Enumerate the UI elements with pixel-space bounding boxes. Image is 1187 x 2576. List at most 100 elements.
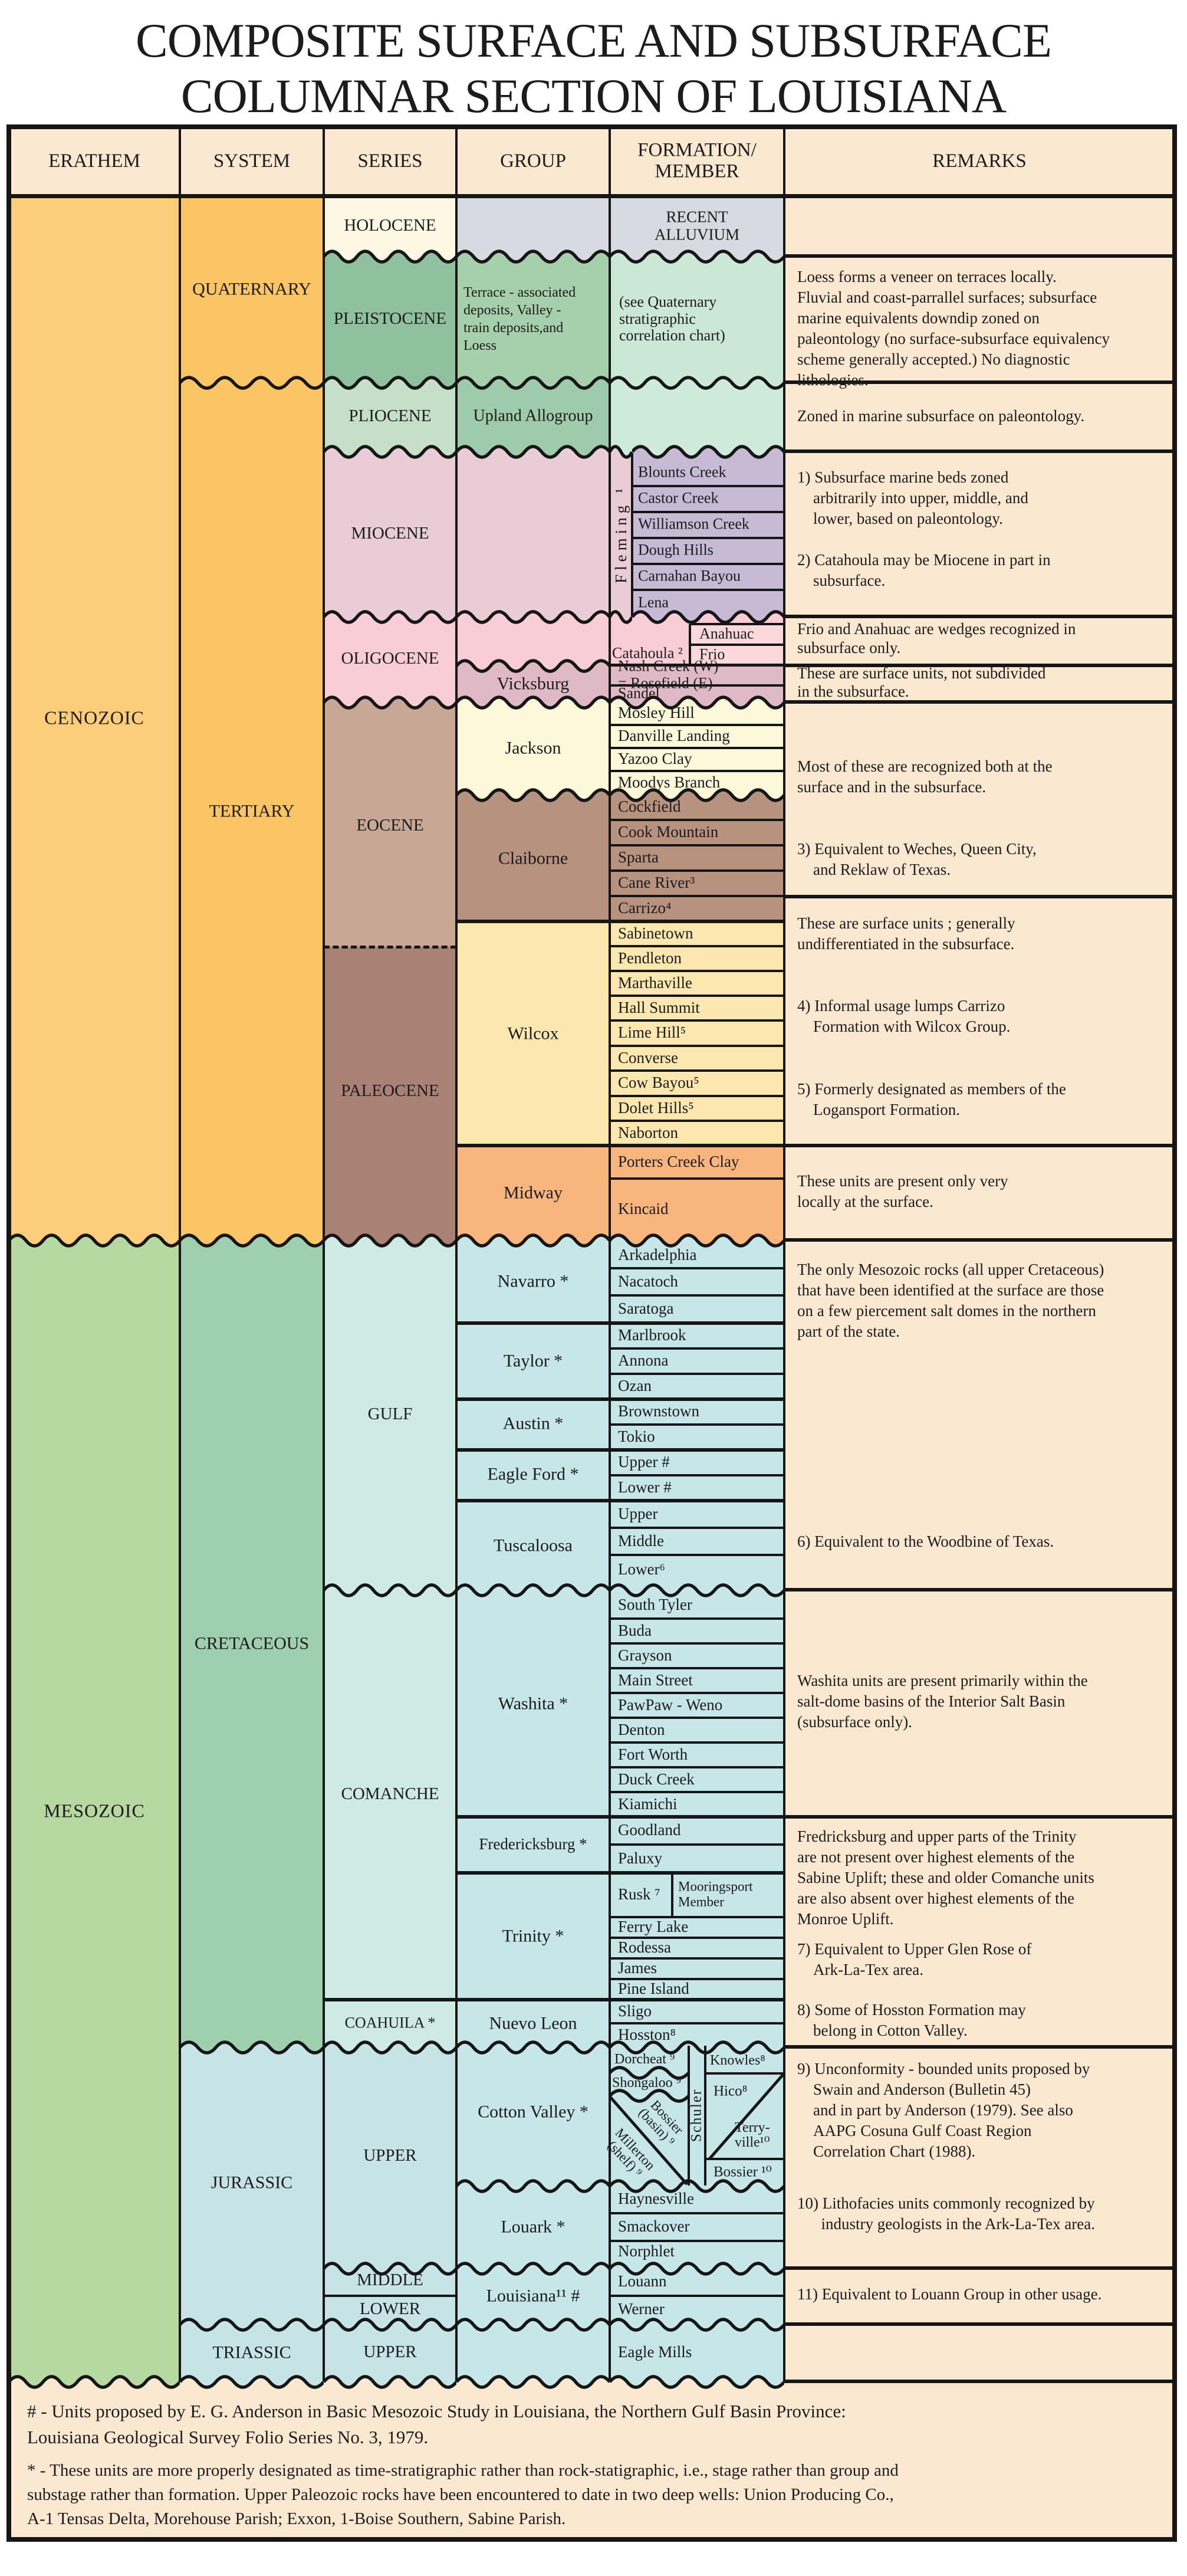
- grid-line: [456, 694, 610, 711]
- grid-line: [610, 747, 784, 749]
- fm-carrizo: Carrizo⁴: [618, 899, 672, 917]
- grid-line: [324, 609, 456, 625]
- grid-line: [632, 609, 784, 625]
- remark-note6: 6) Equivalent to the Woodbine of Texas.: [797, 1533, 1054, 1550]
- cell-fm-pleistocene: [610, 256, 784, 382]
- fm-kincaid: Kincaid: [618, 1200, 669, 1218]
- fm-quaternary-note: (see Quaternary stratigraphic correlatio…: [619, 293, 725, 344]
- fm-main-street: Main Street: [618, 1671, 693, 1689]
- remark-note11: 11) Equivalent to Louann Group in other …: [797, 2285, 1102, 2303]
- fm-rusk: Rusk ⁷: [618, 1885, 660, 1904]
- group-taylor: Taylor *: [503, 1351, 563, 1371]
- fm-yazoo-clay: Yazoo Clay: [618, 750, 692, 768]
- grid-line: [610, 2212, 784, 2214]
- grid-line: [324, 444, 456, 460]
- grid-line: [610, 770, 784, 772]
- fm-fleming-strip-label: Fleming ¹: [612, 484, 630, 583]
- fm-lena: Lena: [638, 593, 669, 611]
- remark-note9: 9) Unconformity - bounded units proposed…: [797, 2060, 1090, 2161]
- fm-mosley-hill: Mosley Hill: [618, 704, 695, 722]
- grid-line: [690, 623, 784, 625]
- remark-note10: 10) Lithofacies units commonly recognize…: [797, 2194, 1095, 2233]
- fm-eagle-mills: Eagle Mills: [618, 2343, 692, 2361]
- grid-line: [610, 1916, 784, 1918]
- grid-line: [784, 449, 1175, 453]
- header-row-bg: [9, 127, 1175, 196]
- grid-line: [610, 1582, 784, 1599]
- fm-middle-tuscaloosa: Middle: [618, 1532, 664, 1550]
- fm-paluxy: Paluxy: [618, 1849, 663, 1868]
- group-nuevo-leon: Nuevo Leon: [489, 2013, 577, 2033]
- remark-gulf: The only Mesozoic rocks (all upper Creta…: [797, 1261, 1104, 1341]
- series-paleocene: PALEOCENE: [341, 1081, 439, 1101]
- fm-pine-island: Pine Island: [618, 1980, 689, 1998]
- grid-line: [610, 375, 784, 391]
- fm-knowles: Knowles⁸: [710, 2052, 765, 2068]
- group-trinity: Trinity *: [502, 1926, 564, 1946]
- grid-line: [456, 1321, 784, 1325]
- cell-series-pleistocene: [324, 256, 456, 382]
- fm-duck-creek: Duck Creek: [618, 1770, 695, 1789]
- series-pliocene: PLIOCENE: [348, 406, 432, 426]
- fm-frio: Frio: [699, 645, 725, 663]
- fm-sligo: Sligo: [618, 2002, 652, 2020]
- grid-line: [456, 2178, 610, 2194]
- group-fredericksburg: Fredericksburg *: [479, 1835, 587, 1853]
- col-header-formation: FORMATION/ MEMBER: [637, 139, 757, 182]
- grid-line: [610, 1232, 784, 1249]
- grid-line: [179, 127, 181, 2381]
- series-holocene: HOLOCENE: [344, 216, 436, 235]
- remark-wilcox: These are surface units ; generally undi…: [797, 914, 1066, 1118]
- fm-recent-alluvium: RECENT ALLUVIUM: [655, 208, 739, 243]
- cell-group-wilcox: [456, 921, 610, 1146]
- remark-washita: Washita units are present primarily with…: [797, 1672, 1088, 1731]
- page-title-line2: COLUMNAR SECTION OF LOUISIANA: [180, 69, 1007, 123]
- fm-sabinetown: Sabinetown: [618, 924, 693, 943]
- grid-line: [610, 869, 784, 872]
- grid-line: [324, 1582, 456, 1599]
- cell-group-jackson: [456, 702, 610, 795]
- fm-pendleton: Pendleton: [618, 949, 682, 967]
- grid-line: [324, 375, 456, 391]
- cell-series-pliocene: [324, 382, 456, 451]
- fm-hosston: Hosston⁸: [618, 2026, 676, 2044]
- grid-line: [180, 2039, 324, 2056]
- group-louark: Louark *: [501, 2217, 565, 2237]
- grid-line: [632, 444, 784, 460]
- grid-line: [610, 2316, 784, 2333]
- grid-line: [610, 1474, 784, 1476]
- grid-line: [610, 1957, 784, 1960]
- fm-hico: Hico⁸: [713, 2083, 748, 2099]
- grid-line: [456, 2260, 610, 2277]
- grid-line: [610, 1554, 784, 1556]
- grid-line: [324, 2374, 456, 2390]
- grid-line: [610, 895, 784, 897]
- grid-line: [610, 609, 632, 625]
- group-eagle-ford: Eagle Ford *: [487, 1464, 579, 1484]
- series-comanche: COMANCHE: [341, 1784, 439, 1804]
- fm-schuler: Schuler: [688, 2088, 705, 2142]
- grid-line: [456, 1871, 784, 1875]
- grid-line: [632, 589, 784, 591]
- fm-danville-landing: Danville Landing: [618, 727, 730, 745]
- remark-vicksburg: These are surface units, not subdivided …: [797, 664, 1046, 701]
- col-header-system: SYSTEM: [213, 150, 291, 172]
- grid-line: [610, 1045, 784, 1047]
- col-header-erathem: ERATHEM: [48, 150, 140, 172]
- col-header-group: GROUP: [500, 150, 566, 172]
- grid-line: [610, 1937, 784, 1939]
- fm-sparta: Sparta: [618, 848, 659, 867]
- grid-line: [456, 1815, 784, 1819]
- cell-system-cretaceous: [180, 1240, 324, 2047]
- fm-louann: Louann: [618, 2272, 667, 2290]
- grid-line: [784, 254, 1175, 258]
- cell-series-holocene: [324, 196, 456, 256]
- grid-line: [610, 995, 784, 997]
- fm-cook-mountain: Cook Mountain: [618, 823, 719, 841]
- fm-williamson-creek: Williamson Creek: [638, 515, 749, 533]
- grid-line: [704, 2046, 706, 2186]
- footnote-star: * - These units are more properly design…: [27, 2461, 899, 2529]
- grid-line: [631, 453, 633, 616]
- grid-line: [610, 694, 784, 711]
- grid-line: [610, 787, 784, 803]
